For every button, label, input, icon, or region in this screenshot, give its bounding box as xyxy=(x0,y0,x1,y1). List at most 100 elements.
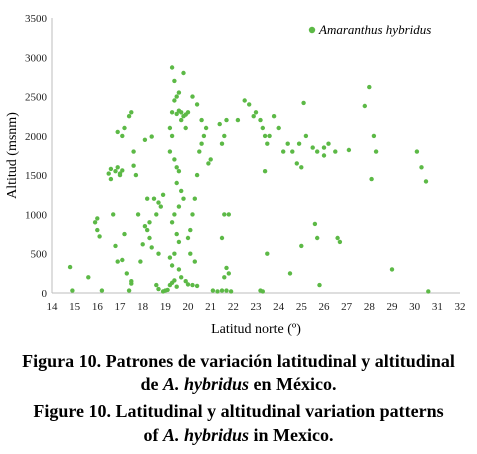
data-point xyxy=(262,169,268,174)
data-point xyxy=(301,100,306,106)
data-point xyxy=(167,255,173,260)
data-point xyxy=(194,283,200,289)
data-point xyxy=(149,245,154,250)
data-point xyxy=(120,133,125,139)
data-point xyxy=(315,235,320,241)
data-point xyxy=(235,117,241,123)
legend: Amaranthus hybridus xyxy=(308,22,431,37)
data-point xyxy=(181,70,186,76)
x-tick-label: 22 xyxy=(228,301,239,313)
data-point xyxy=(346,147,352,153)
data-point xyxy=(179,188,184,194)
x-tick-label: 16 xyxy=(92,301,104,313)
data-point xyxy=(129,281,134,286)
data-point xyxy=(113,243,118,249)
data-point xyxy=(192,196,197,201)
data-point xyxy=(126,288,132,293)
data-point xyxy=(371,133,377,139)
x-tick-label: 26 xyxy=(319,301,331,313)
x-tick-label: 14 xyxy=(47,301,59,313)
data-point xyxy=(174,165,179,170)
data-point xyxy=(190,212,195,217)
x-tick-label: 23 xyxy=(251,301,263,313)
caption-text: en México. xyxy=(249,374,337,394)
data-point xyxy=(317,282,322,288)
data-point xyxy=(253,110,259,115)
data-point xyxy=(217,121,222,127)
data-point xyxy=(138,259,143,264)
data-point xyxy=(226,271,231,276)
x-tick-label: 18 xyxy=(137,301,149,313)
data-point xyxy=(122,125,127,131)
data-point xyxy=(172,98,177,103)
x-axis-title: Latitud norte (º) xyxy=(211,322,301,337)
data-point xyxy=(172,212,177,217)
data-point xyxy=(188,251,193,256)
data-point xyxy=(258,117,263,123)
data-point xyxy=(190,94,195,99)
data-point xyxy=(203,125,209,131)
data-point xyxy=(199,141,204,146)
data-point xyxy=(194,102,200,107)
data-point xyxy=(299,165,304,170)
data-point xyxy=(219,235,225,241)
data-point xyxy=(224,288,229,293)
data-point xyxy=(337,239,343,245)
data-point xyxy=(117,172,123,178)
data-point xyxy=(260,125,265,131)
data-point xyxy=(303,133,309,139)
data-point xyxy=(219,141,225,146)
data-point xyxy=(147,235,152,241)
data-point xyxy=(176,90,182,95)
data-point xyxy=(158,204,163,209)
data-point xyxy=(167,125,173,131)
y-axis-title: Altitud (msnm) xyxy=(5,112,20,199)
data-point xyxy=(219,288,225,293)
data-point xyxy=(160,192,166,197)
data-point xyxy=(389,267,395,272)
data-point xyxy=(156,286,161,292)
data-point xyxy=(176,239,182,245)
caption-text: in Mexico. xyxy=(249,425,334,445)
data-point xyxy=(247,102,252,107)
data-points xyxy=(67,65,431,294)
legend-label: Amaranthus hybridus xyxy=(318,22,431,37)
x-tick-label: 19 xyxy=(160,301,172,313)
data-point xyxy=(281,149,286,154)
y-tick-label: 500 xyxy=(31,249,48,261)
data-point xyxy=(294,161,299,166)
data-point xyxy=(265,251,270,256)
data-point xyxy=(414,149,420,154)
x-tick-label: 31 xyxy=(432,301,443,313)
data-point xyxy=(169,110,175,115)
data-point xyxy=(106,171,111,176)
legend-marker xyxy=(308,26,316,34)
data-point xyxy=(222,275,227,280)
x-tick-label: 21 xyxy=(205,301,216,313)
data-point xyxy=(108,166,114,172)
data-point xyxy=(156,200,161,205)
data-point xyxy=(224,265,229,271)
data-point xyxy=(135,212,141,217)
data-point xyxy=(335,235,340,241)
data-point xyxy=(174,111,179,117)
data-point xyxy=(367,84,372,90)
data-point xyxy=(142,137,148,142)
data-point xyxy=(296,141,302,146)
data-point xyxy=(169,263,175,268)
data-point xyxy=(145,227,150,233)
data-point xyxy=(176,169,182,174)
x-tick-label: 25 xyxy=(296,301,308,313)
data-point xyxy=(179,110,184,115)
data-point xyxy=(315,149,320,154)
data-point xyxy=(183,279,188,284)
caption-text: de xyxy=(140,374,163,394)
data-point xyxy=(310,145,315,150)
scatter-chart: 14 15 16 17 18 19 20 21 22 23 24 25 26 27 28 29 30 31 32 0… xyxy=(5,13,466,337)
data-point xyxy=(271,114,277,119)
data-point xyxy=(287,271,293,276)
data-point xyxy=(208,157,213,162)
data-point xyxy=(174,94,179,99)
data-point xyxy=(151,196,157,201)
data-point xyxy=(172,78,177,84)
